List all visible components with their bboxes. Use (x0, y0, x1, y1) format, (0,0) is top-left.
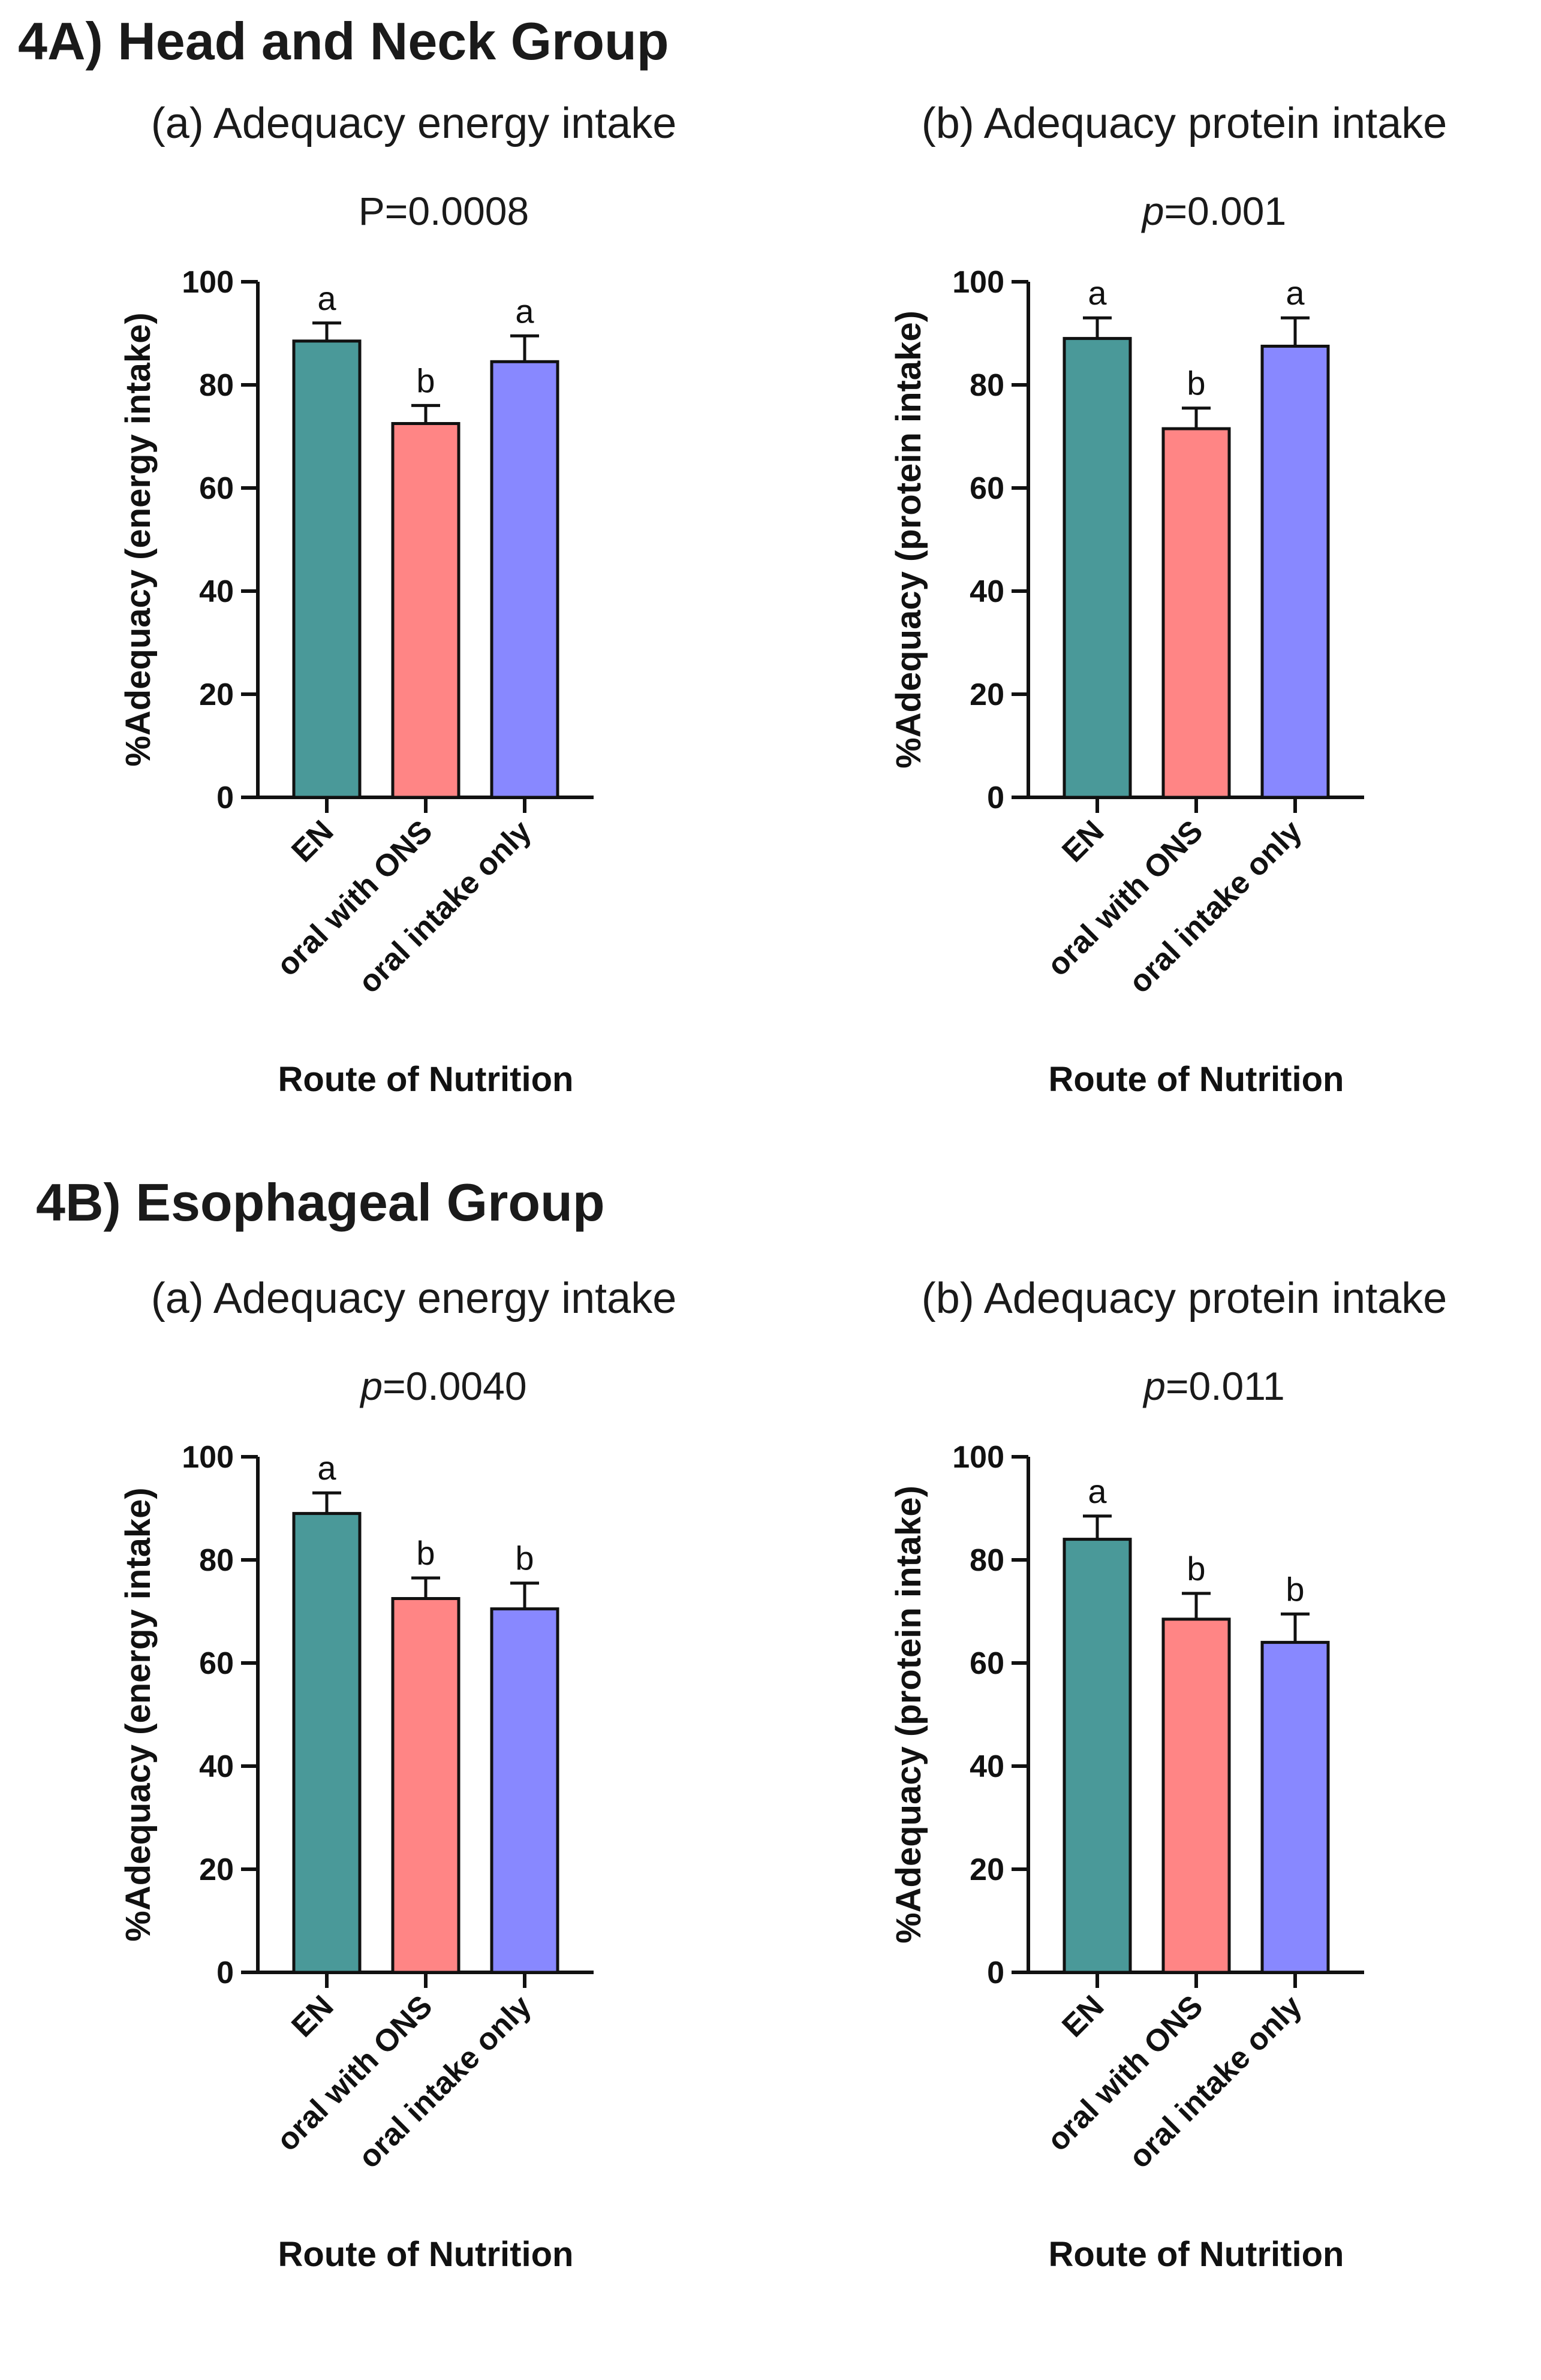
p-value-number: =0.001 (1164, 189, 1287, 233)
x-axis-label: Route of Nutrition (278, 2235, 574, 2274)
p-value-symbol: p (1141, 189, 1164, 233)
x-category-label: oral intake only (1122, 814, 1309, 1000)
significance-letter: a (1286, 274, 1305, 312)
y-tick-label: 20 (970, 1852, 1004, 1887)
p-value-symbol: p (1142, 1364, 1166, 1408)
y-tick-label: 80 (970, 368, 1004, 403)
y-axis-label: %Adequacy (protein intake) (889, 1486, 928, 1944)
bar (1161, 1617, 1231, 1974)
p-value-annotation: P=0.0008 (359, 189, 529, 233)
bar (1260, 345, 1330, 799)
bar (1063, 1538, 1132, 1974)
y-tick-label: 80 (970, 1543, 1004, 1578)
y-tick-label: 40 (199, 1749, 234, 1784)
chart-title: (b) Adequacy protein intake (922, 100, 1447, 147)
y-axis-label: %Adequacy (energy intake) (119, 312, 158, 766)
bar (1260, 1641, 1330, 1974)
y-tick-label: 0 (987, 781, 1004, 815)
x-category-label: EN (1055, 1989, 1110, 2044)
bar (1161, 427, 1231, 799)
p-value-symbol: P (359, 189, 385, 233)
y-tick-label: 80 (199, 1543, 234, 1578)
y-tick-label: 40 (970, 574, 1004, 609)
bar (490, 360, 559, 799)
y-tick-label: 100 (952, 265, 1004, 300)
y-tick-label: 60 (970, 471, 1004, 506)
p-value-annotation: p=0.0040 (359, 1364, 526, 1408)
chart-title: (a) Adequacy energy intake (151, 1275, 677, 1322)
x-category-label: EN (285, 814, 340, 869)
significance-letter: b (416, 361, 435, 399)
y-tick-label: 100 (182, 265, 234, 300)
y-tick-label: 40 (199, 574, 234, 609)
p-value-number: =0.011 (1166, 1364, 1285, 1408)
y-tick-label: 80 (199, 368, 234, 403)
chart-svg: (b) Adequacy protein intake p=0.001 0 20 40 6… (889, 100, 1447, 1099)
chart-svg: (b) Adequacy protein intake p=0.011 0 20 40 6… (889, 1275, 1447, 2274)
bar (391, 422, 461, 799)
bar (1063, 337, 1132, 799)
significance-letter: b (416, 1534, 435, 1572)
chart-panel-esophageal-protein: (b) Adequacy protein intake p=0.011 0 20 40 6… (770, 1271, 1541, 2380)
p-value-annotation: p=0.011 (1142, 1364, 1285, 1408)
x-axis-label: Route of Nutrition (1049, 1060, 1344, 1099)
y-tick-label: 100 (952, 1440, 1004, 1475)
bar (292, 1512, 362, 1974)
x-axis-label: Route of Nutrition (1049, 2235, 1344, 2274)
y-tick-label: 60 (199, 471, 234, 506)
y-tick-label: 0 (216, 781, 234, 815)
bar (292, 339, 362, 799)
y-axis-label: %Adequacy (energy intake) (119, 1487, 158, 1941)
x-category-label: EN (285, 1989, 340, 2044)
p-value-number: =0.0040 (383, 1364, 526, 1408)
section-title-esophageal: 4B) Esophageal Group (36, 1173, 605, 1232)
x-category-label: oral intake only (352, 1989, 538, 2175)
significance-letter: a (1088, 1472, 1107, 1510)
significance-letter: a (515, 292, 534, 330)
y-tick-label: 40 (970, 1749, 1004, 1784)
chart-panel-head-neck-energy: (a) Adequacy energy intake P=0.0008 0 20 40 6… (0, 96, 770, 1205)
p-value-number: =0.0008 (385, 189, 529, 233)
x-category-label: EN (1055, 814, 1110, 869)
chart-svg: (a) Adequacy energy intake P=0.0008 0 20 40 6… (119, 100, 677, 1099)
significance-letter: a (317, 1449, 336, 1487)
bar (391, 1597, 461, 1974)
chart-title: (b) Adequacy protein intake (922, 1275, 1447, 1322)
significance-letter: b (1187, 364, 1205, 402)
y-tick-label: 60 (199, 1646, 234, 1681)
y-tick-label: 100 (182, 1440, 234, 1475)
y-tick-label: 20 (970, 677, 1004, 712)
significance-letter: b (1187, 1550, 1205, 1587)
section-title-head-and-neck: 4A) Head and Neck Group (18, 11, 669, 71)
y-tick-label: 20 (199, 1852, 234, 1887)
chart-svg: (a) Adequacy energy intake p=0.0040 0 20 40 6… (119, 1275, 677, 2274)
chart-panel-head-neck-protein: (b) Adequacy protein intake p=0.001 0 20 40 6… (770, 96, 1541, 1205)
significance-letter: b (1286, 1570, 1304, 1608)
p-value-annotation: p=0.001 (1141, 189, 1286, 233)
chart-panel-esophageal-energy: (a) Adequacy energy intake p=0.0040 0 20 40 6… (0, 1271, 770, 2380)
significance-letter: a (317, 279, 336, 317)
y-tick-label: 0 (216, 1956, 234, 1990)
significance-letter: a (1088, 274, 1107, 312)
y-tick-label: 0 (987, 1956, 1004, 1990)
x-category-label: oral intake only (1122, 1989, 1309, 2175)
bar (490, 1607, 559, 1974)
y-axis-label: %Adequacy (protein intake) (889, 311, 928, 769)
p-value-symbol: p (359, 1364, 383, 1408)
significance-letter: b (515, 1540, 534, 1577)
x-axis-label: Route of Nutrition (278, 1060, 574, 1099)
chart-title: (a) Adequacy energy intake (151, 100, 677, 147)
x-category-label: oral intake only (352, 814, 538, 1000)
y-tick-label: 60 (970, 1646, 1004, 1681)
y-tick-label: 20 (199, 677, 234, 712)
